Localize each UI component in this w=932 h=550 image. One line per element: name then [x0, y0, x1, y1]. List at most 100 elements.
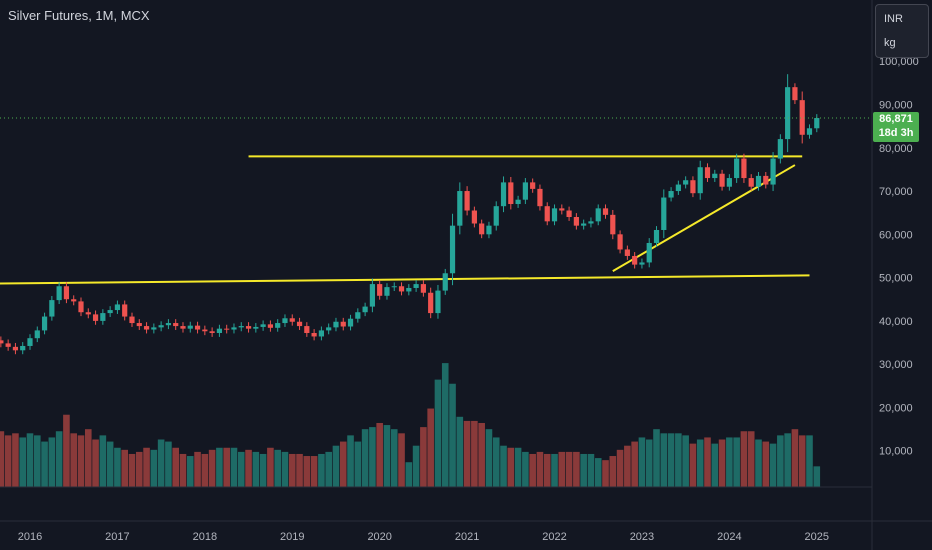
candle-body	[442, 273, 448, 291]
candle-body	[413, 284, 419, 288]
volume-bar	[12, 433, 19, 487]
y-tick-label: 50,000	[879, 273, 913, 285]
volume-bar	[135, 451, 143, 487]
candle-body	[428, 292, 434, 314]
candle-body	[435, 290, 441, 314]
candle-body	[806, 128, 813, 135]
candle-body	[114, 304, 121, 311]
candle-body	[457, 191, 463, 226]
volume-bar	[485, 429, 493, 487]
last-price-value: 86,871	[879, 113, 913, 125]
volume-bar	[390, 429, 398, 487]
candle-body	[522, 182, 528, 200]
volume-bar	[478, 422, 485, 487]
volume-bar	[551, 453, 558, 487]
candle-body	[122, 304, 128, 317]
candle-body	[180, 326, 186, 329]
volume-bar	[543, 453, 551, 487]
candle-body	[289, 318, 295, 322]
volume-bar	[274, 449, 281, 487]
y-tick-label: 60,000	[879, 229, 913, 241]
trendline-lower-support	[0, 274, 810, 285]
volume-bar	[616, 449, 624, 487]
x-tick-label: 2022	[542, 531, 566, 543]
volume-bar	[114, 447, 121, 487]
volume-bar	[281, 451, 289, 487]
x-tick-label: 2023	[630, 531, 654, 543]
volume-bar	[813, 466, 821, 487]
volume-bar	[434, 379, 442, 487]
y-tick-label: 10,000	[879, 446, 913, 458]
x-tick-label: 2020	[367, 531, 391, 543]
candle-body	[770, 158, 776, 185]
volume-bar	[172, 447, 179, 487]
volume-bar	[660, 433, 668, 487]
candle-body	[296, 321, 303, 327]
volume-bar	[92, 439, 99, 487]
volume-bar	[216, 447, 223, 487]
candle-body	[158, 325, 164, 328]
scale-unit-selector[interactable]: INR kg	[875, 4, 929, 58]
volume-bar	[259, 453, 267, 487]
candle-body	[748, 178, 754, 187]
volume-bar	[354, 441, 362, 487]
candle-body	[311, 332, 317, 337]
volume-bar	[267, 447, 274, 487]
volume-bar	[580, 453, 587, 487]
volume-bar	[594, 458, 602, 487]
volume-bar	[536, 451, 544, 487]
candle-body	[129, 316, 135, 324]
candle-body	[755, 175, 762, 187]
volume-bar	[347, 435, 354, 487]
candle-body	[78, 301, 84, 313]
volume-bar	[784, 433, 791, 487]
candle-body	[245, 326, 252, 329]
candle-body	[165, 323, 172, 326]
volume-bar	[791, 429, 799, 487]
candle-body	[704, 167, 711, 179]
y-tick-label: 90,000	[879, 99, 913, 111]
x-tick-label: 2021	[455, 531, 479, 543]
candle-body	[763, 175, 769, 185]
volume-bar	[70, 433, 78, 487]
candle-body	[464, 191, 470, 211]
candle-body	[493, 206, 499, 226]
candle-body	[719, 173, 725, 187]
volume-bar	[456, 416, 464, 487]
volume-bar	[208, 449, 216, 487]
volume-bar	[4, 435, 12, 487]
volume-bar	[150, 449, 158, 487]
volume-bar	[48, 437, 56, 487]
candle-body	[275, 323, 281, 328]
candle-body	[27, 338, 33, 346]
volume-bar	[427, 408, 434, 487]
candle-body	[391, 286, 397, 288]
volume-bar	[77, 435, 85, 487]
volume-bar	[398, 433, 405, 487]
volume-bar	[245, 449, 252, 487]
symbol-title[interactable]: Silver Futures, 1M, MCX	[8, 8, 150, 23]
candle-body	[136, 323, 142, 327]
candle-body	[194, 325, 201, 330]
candle-body	[479, 223, 485, 235]
volume-bar	[230, 447, 238, 487]
candle-body	[56, 286, 62, 301]
candle-body	[508, 182, 514, 205]
price-candles	[0, 74, 820, 355]
candle-body	[304, 326, 310, 333]
volume-bar	[675, 433, 682, 487]
volume-bar	[412, 445, 420, 487]
volume-bar	[296, 453, 303, 487]
volume-bar	[755, 439, 762, 487]
candle-body	[369, 284, 375, 307]
volume-bar	[223, 447, 230, 487]
volume-bar	[682, 435, 689, 487]
volume-bar	[288, 453, 296, 487]
candle-body	[610, 214, 616, 235]
candle-body	[202, 329, 208, 332]
candle-body	[100, 313, 106, 321]
candle-body	[486, 225, 492, 235]
volume-bar	[565, 451, 573, 487]
candle-body	[173, 323, 179, 327]
